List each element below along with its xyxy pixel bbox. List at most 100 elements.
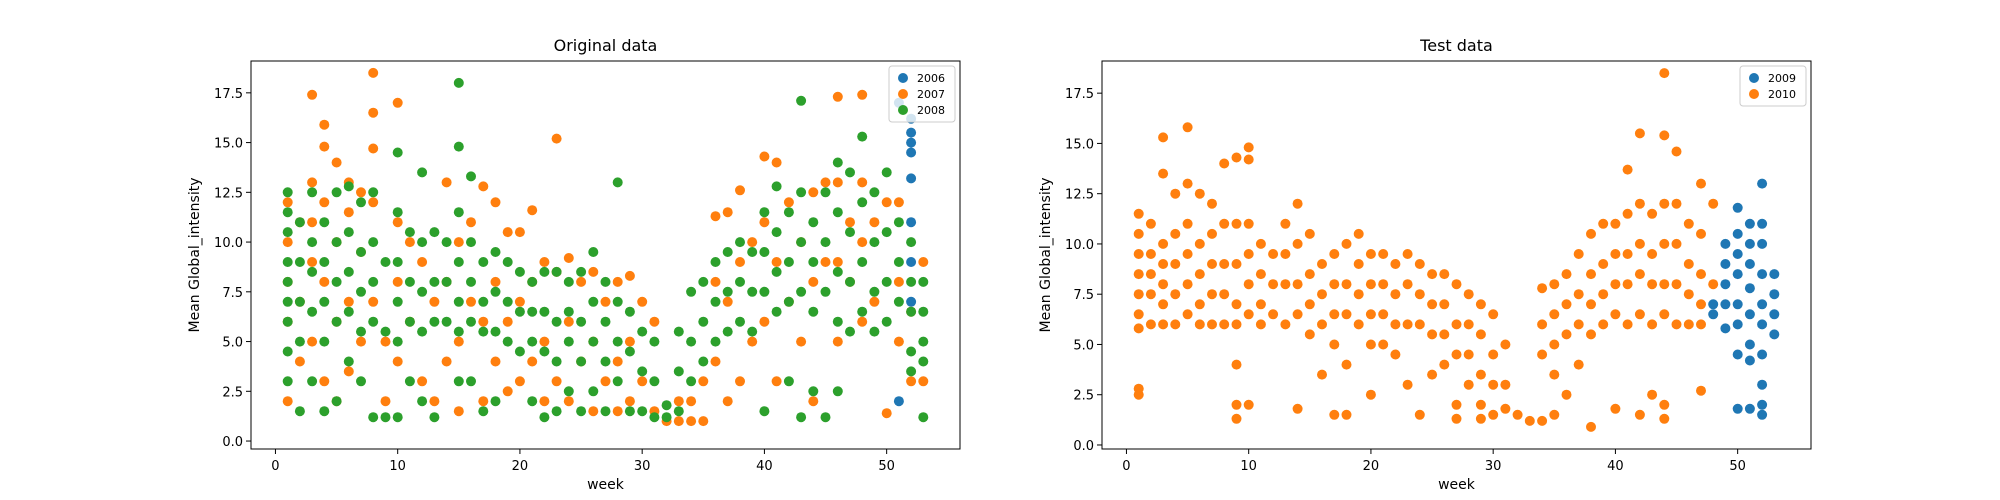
data-point [1304, 228, 1315, 239]
data-point [502, 336, 513, 347]
data-point [539, 306, 550, 317]
data-point [637, 296, 648, 307]
data-point [686, 336, 697, 347]
data-point [869, 217, 880, 228]
data-point [1304, 269, 1315, 280]
data-point [1708, 198, 1719, 209]
data-point [1317, 319, 1327, 330]
data-point [612, 376, 623, 387]
data-point [832, 257, 843, 267]
data-point [832, 266, 843, 277]
data-point [392, 356, 403, 367]
data-point [673, 396, 684, 407]
data-point [392, 217, 403, 228]
data-point [453, 326, 464, 337]
data-point [808, 276, 819, 287]
data-point [1537, 319, 1548, 330]
data-point [1488, 379, 1499, 390]
data-point [441, 237, 452, 248]
data-point [1182, 218, 1193, 229]
data-point [392, 296, 403, 307]
data-point [906, 137, 917, 148]
data-point [735, 257, 745, 267]
data-point [392, 336, 403, 347]
data-point [1280, 218, 1291, 229]
data-point [1255, 269, 1266, 280]
data-point [1231, 299, 1242, 310]
data-point [1586, 269, 1596, 280]
data-point [1488, 349, 1499, 360]
data-point [319, 296, 330, 307]
y-tick-label: 2.5 [222, 385, 243, 400]
data-point [771, 257, 782, 267]
data-point [1207, 228, 1217, 239]
data-point [1292, 198, 1303, 209]
data-point [331, 187, 342, 198]
data-point [1219, 319, 1230, 330]
data-point [1610, 218, 1621, 229]
data-point [514, 306, 525, 317]
data-point [1219, 158, 1230, 169]
data-point [1475, 299, 1486, 310]
data-point [1280, 319, 1291, 330]
data-point [1708, 279, 1719, 290]
data-point [686, 376, 697, 387]
data-point [343, 356, 354, 367]
data-point [453, 141, 464, 152]
data-point [1439, 269, 1450, 280]
data-point [918, 276, 929, 287]
data-point [918, 412, 929, 423]
data-point [747, 286, 758, 297]
data-point [796, 187, 807, 198]
data-point [1463, 349, 1474, 360]
data-point [1610, 249, 1621, 259]
data-point [404, 227, 415, 238]
data-point [404, 276, 415, 287]
data-point [1133, 389, 1144, 400]
chart-panel-2: Test data 0 10 20 30 40 50 0.0 2.5 5.0 7.5 10.0 12.5… [1038, 36, 1812, 493]
data-point [1732, 228, 1743, 239]
data-point [808, 386, 819, 397]
data-point [331, 276, 342, 287]
y-axis-label: Mean Global_intensity [187, 178, 203, 333]
data-point [686, 416, 697, 427]
data-point [1610, 279, 1621, 290]
data-point [1475, 399, 1486, 410]
data-point [551, 133, 562, 144]
data-point [1512, 409, 1523, 420]
data-point [1280, 279, 1291, 290]
data-point [1671, 238, 1682, 249]
data-point [1769, 309, 1780, 320]
data-point [1243, 399, 1254, 410]
data-point [698, 276, 709, 287]
data-point [1549, 309, 1560, 320]
data-point [563, 316, 574, 327]
data-point [307, 89, 318, 100]
data-point [747, 326, 758, 337]
data-point [820, 412, 831, 423]
data-point [869, 187, 880, 198]
data-point [319, 217, 330, 228]
data-point [1255, 299, 1266, 310]
data-point [783, 197, 794, 208]
data-point [1378, 309, 1389, 320]
data-point [1341, 309, 1352, 320]
data-point [1304, 299, 1315, 310]
data-point [698, 416, 709, 427]
data-point [294, 296, 305, 307]
data-point [319, 406, 330, 417]
data-point [1586, 421, 1596, 432]
data-point [893, 197, 904, 208]
data-point [502, 296, 513, 307]
data-point [906, 217, 917, 228]
data-point [1243, 142, 1254, 153]
data-point [722, 326, 733, 337]
data-point [1732, 403, 1743, 414]
data-point [282, 296, 293, 307]
data-point [1170, 259, 1181, 269]
y-tick-label: 12.5 [214, 186, 243, 201]
data-point [417, 237, 428, 248]
data-point [869, 237, 880, 248]
data-point [441, 276, 452, 287]
data-point [612, 336, 623, 347]
